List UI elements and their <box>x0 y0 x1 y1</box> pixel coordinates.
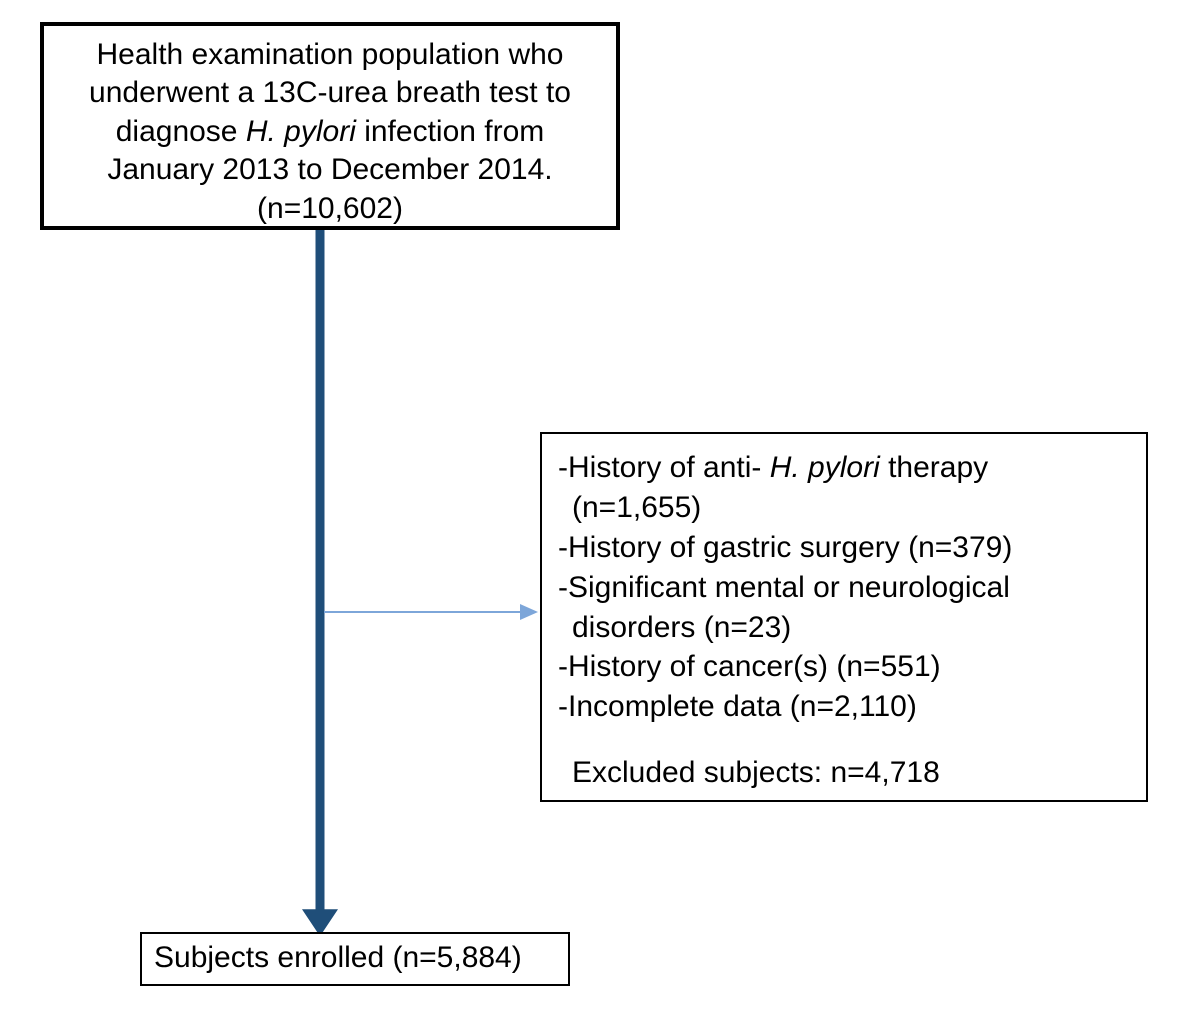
exclusion-item-2: -History of gastric surgery (n=379) <box>558 528 1130 568</box>
population-line-2: underwent a 13C-urea breath test to <box>54 74 606 112</box>
population-line-3-pre: diagnose <box>116 115 246 148</box>
exclusion-item-3a: -Significant mental or neurological <box>558 568 1130 608</box>
exclusion-item-4: -History of cancer(s) (n=551) <box>558 647 1130 687</box>
exclusion-box: -History of anti- H. pylori therapy (n=1… <box>540 432 1148 802</box>
exclusion-item-1-italic: H. pylori <box>770 451 880 484</box>
population-line-4: January 2013 to December 2014. <box>54 151 606 189</box>
enrolled-box: Subjects enrolled (n=5,884) <box>140 932 570 986</box>
exclusion-item-1-n: (n=1,655) <box>558 488 1130 528</box>
exclusion-item-1: -History of anti- H. pylori therapy <box>558 448 1130 488</box>
exclusion-item-1-pre: -History of anti- <box>558 451 770 484</box>
population-line-1: Health examination population who <box>54 36 606 74</box>
population-line-3-italic: H. pylori <box>246 115 356 148</box>
exclusion-summary: Excluded subjects: n=4,718 <box>558 753 1130 793</box>
exclusion-item-5: -Incomplete data (n=2,110) <box>558 687 1130 727</box>
population-line-3-post: infection from <box>356 115 544 148</box>
population-box: Health examination population who underw… <box>40 22 620 230</box>
enrolled-text: Subjects enrolled (n=5,884) <box>154 941 522 974</box>
population-line-3: diagnose H. pylori infection from <box>54 113 606 151</box>
flowchart-canvas: Health examination population who underw… <box>0 0 1181 1021</box>
population-line-5: (n=10,602) <box>54 190 606 228</box>
exclusion-item-3b: disorders (n=23) <box>558 608 1130 648</box>
exclusion-item-1-post: therapy <box>880 451 988 484</box>
